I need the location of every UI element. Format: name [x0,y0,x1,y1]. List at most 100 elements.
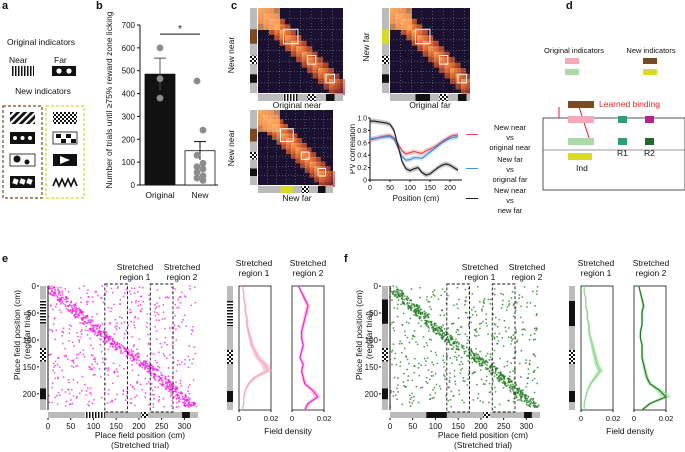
b-ytick-label: 700 [122,21,136,30]
scatter-point [433,294,436,297]
scatter-point [114,398,117,401]
scatter-point [444,369,447,372]
scatter-point [414,312,417,314]
scatter-point [489,356,492,359]
scatter-point [195,405,198,408]
scatter-point [534,355,537,358]
scatter-point [64,287,67,290]
scatter-point [173,390,176,393]
scatter-point [521,296,524,298]
scatter-point [464,350,467,353]
b-bar-original [144,73,176,186]
diagonal-stripe-icon [10,112,35,124]
scatter-point [164,341,166,344]
scatter-point [100,335,103,338]
scatter-point [107,389,110,391]
scatter-point [156,302,158,304]
scatter-point [111,382,114,385]
scatter-point [86,315,89,318]
scatter-point [408,362,410,365]
c-series-band-1 [370,134,458,163]
scatter-point [107,348,110,351]
scatter-point [457,307,459,310]
scatter-point [101,357,104,360]
scatter-point [110,307,113,310]
scatter-point [530,397,533,400]
scatter-point [412,335,414,337]
scatter-point [526,397,529,400]
density-left-track [227,286,233,410]
scatter-point [437,298,440,301]
scatter-point [391,349,394,352]
scatter-point [475,314,478,316]
scatter-point [507,399,510,402]
f-density2-title: Stretched region 2 [632,258,670,278]
scatter-point [489,298,492,301]
ytick-label: 200 [23,390,37,399]
xtick-label: 250 [497,422,511,431]
scatter-point [405,355,407,357]
scatter-point [434,372,437,375]
scatter-point [407,375,410,377]
scatter-point [175,391,178,393]
scatter-point [178,325,181,328]
scatter-point [520,397,522,400]
scatter-point [183,314,186,317]
scatter-point [123,332,126,335]
scatter-point [153,375,156,378]
left-checker [382,348,388,362]
scatter-point [175,328,177,331]
scatter-point [106,341,108,343]
scatter-point [118,316,121,318]
scatter-point [487,401,490,404]
scatter-point [426,344,429,347]
scatter-point [146,321,149,324]
scatter-point [402,292,405,295]
scatter-point [498,332,501,335]
scatter-point [395,285,398,288]
scatter-point [536,286,539,288]
scatter-point [482,383,485,385]
scatter-point [137,374,140,377]
scatter-point [67,290,70,293]
c-xtick-label: 100 [404,185,416,192]
scatter-point [525,401,528,404]
scatter-point [419,312,422,314]
scatter-point [440,334,443,337]
scatter-point [411,402,414,405]
scatter-point [527,395,530,398]
scatter-point [134,301,137,304]
scatter-point [91,324,94,327]
scatter-point [476,357,479,360]
scatter-point [519,376,522,378]
scatter-point [499,377,502,379]
scatter-point [123,350,126,353]
scatter-point [421,311,424,314]
scatter-point [525,359,528,361]
scatter-point [68,332,71,335]
scatter-point [180,321,183,323]
scatter-point [48,354,50,356]
scatter-point [400,303,402,306]
scatter-point [166,343,168,346]
scatter-point [133,321,135,324]
scatter-point [145,364,147,367]
scatter-point [131,386,134,389]
scatter-point [58,293,60,296]
scatter-point [162,397,165,400]
panel-label-a: a [2,0,9,12]
scatter-point [518,294,521,297]
scatter-point [72,359,75,362]
c-xlabel: Position (cm) [393,194,440,203]
scatter-point [114,318,117,321]
scatter-point [154,304,156,306]
scatter-point [453,355,456,358]
scatter-point [96,313,98,315]
scatter-point [79,309,82,312]
scatter-point [417,322,420,325]
scatter-point [450,323,453,325]
scatter-point [391,363,393,366]
scatter-point [164,327,167,330]
scatter-point [516,339,519,342]
scatter-point [493,375,496,378]
